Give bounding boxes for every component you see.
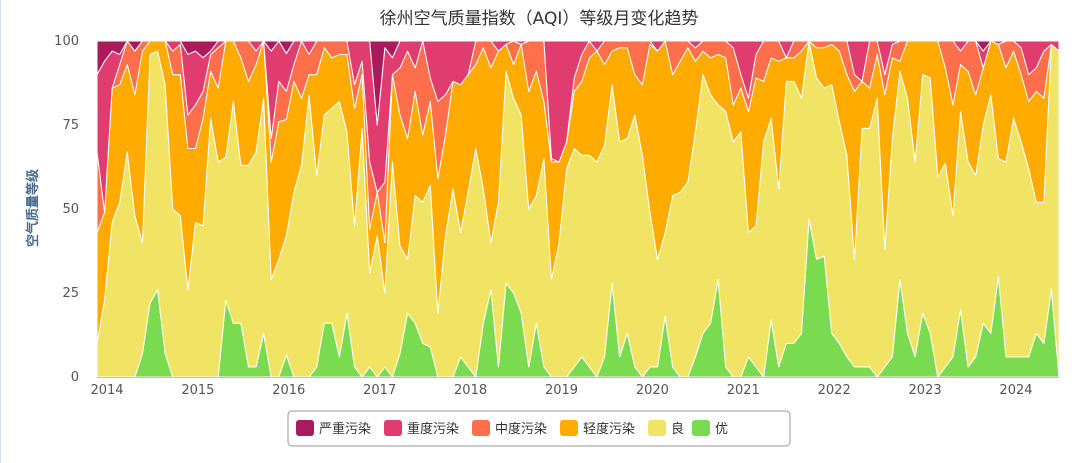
legend-swatch [296,420,314,436]
legend: 严重污染 重度污染 中度污染 轻度污染 良 优 [287,410,791,447]
legend-box [287,410,791,447]
x-tick-label: 2014 [90,383,123,398]
y-axis-label: 空气质量等级 [25,168,41,247]
area-layer [96,40,1060,378]
legend-item-1[interactable]: 良 [648,420,684,437]
legend-swatch [692,420,710,436]
x-tick-label: 2023 [909,383,942,398]
legend-label: 重度污染 [407,421,459,437]
legend-label: 优 [715,422,728,437]
x-tick-label: 2015 [181,383,214,398]
y-tick-label: 100 [54,34,79,49]
x-tick-label: 2020 [636,383,669,398]
legend-swatch [472,420,490,436]
x-tick-label: 2016 [272,383,305,398]
chart-title: 徐州空气质量指数（AQI）等级月变化趋势 [380,9,699,29]
legend-item-4[interactable]: 重度污染 [384,420,459,437]
x-tick-label: 2019 [545,383,578,398]
legend-swatch [560,420,578,436]
legend-item-3[interactable]: 中度污染 [472,420,547,437]
legend-label: 中度污染 [495,421,547,437]
axis-layer: 0 25 50 75 100 2014 2015 2016 2017 2018 2019 2020 20… [54,34,1059,398]
legend-item-2[interactable]: 轻度污染 [560,420,635,437]
legend-item-0[interactable]: 优 [692,420,728,437]
y-tick-label: 50 [62,202,79,217]
y-tick-label: 75 [62,118,79,133]
series-area-5 [96,40,1060,126]
y-tick-label: 0 [71,370,79,385]
legend-swatch [648,420,666,436]
legend-label: 严重污染 [319,421,371,437]
legend-label: 轻度污染 [583,421,635,437]
x-tick-label: 2024 [999,383,1032,398]
x-tick-label: 2018 [454,383,487,398]
x-tick-label: 2022 [818,383,851,398]
y-tick-label: 25 [62,286,79,301]
legend-label: 良 [671,421,684,437]
legend-swatch [384,420,402,436]
x-tick-label: 2021 [727,383,760,398]
legend-item-5[interactable]: 严重污染 [296,420,371,437]
x-tick-label: 2017 [363,383,396,398]
